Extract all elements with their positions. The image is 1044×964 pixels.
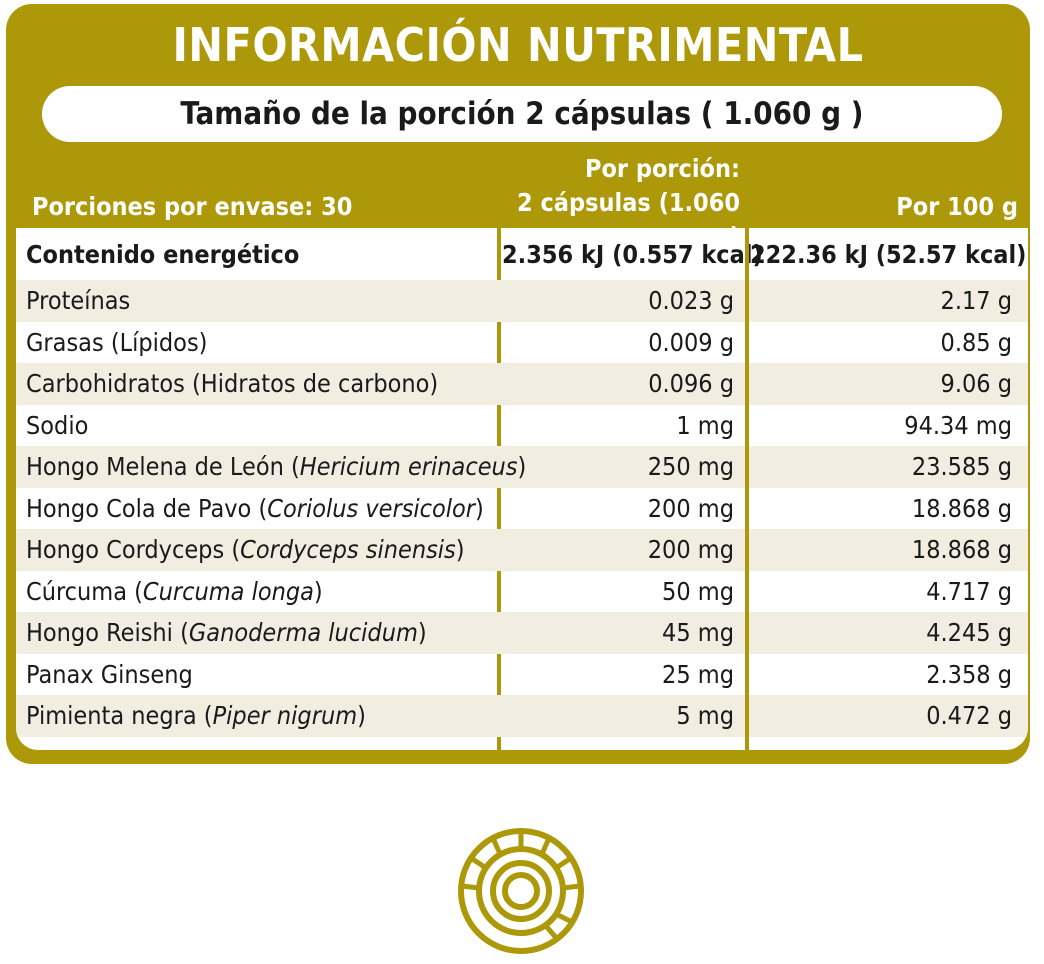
per-serving-header-line1: Por porción: bbox=[584, 154, 740, 183]
scientific-name: Cordyceps sinensis bbox=[240, 535, 456, 565]
serving-size-pill: Tamaño de la porción 2 cápsulas ( 1.060 … bbox=[42, 86, 1002, 142]
nutrient-name: Pimienta negra (Piper nigrum) bbox=[26, 701, 366, 731]
table-row: Contenido energético 2.356 kJ (0.557 kca… bbox=[16, 228, 1028, 280]
nutrient-name: Hongo Reishi (Ganoderma lucidum) bbox=[26, 618, 427, 648]
nutrient-name: Cúrcuma (Curcuma longa) bbox=[26, 576, 323, 606]
per-100g-value: 23.585 g bbox=[911, 452, 1012, 482]
per-100g-value: 2.17 g bbox=[940, 286, 1012, 316]
nutrient-name: Hongo Cordyceps (Cordyceps sinensis) bbox=[26, 535, 465, 565]
capsule-cross-section-icon bbox=[456, 826, 586, 956]
per-100g-value: 4.717 g bbox=[926, 576, 1012, 606]
servings-per-container: Porciones por envase: 30 bbox=[32, 192, 353, 221]
per-serving-value: 25 mg bbox=[662, 659, 734, 689]
nutrient-name: Panax Ginseng bbox=[26, 659, 193, 689]
scientific-name: Ganoderma lucidum bbox=[188, 618, 418, 648]
table-row: Carbohidratos (Hidratos de carbono) 0.09… bbox=[16, 363, 1028, 405]
table-row: Hongo Reishi (Ganoderma lucidum) 45 mg 4… bbox=[16, 612, 1028, 654]
nutrient-name: Sodio bbox=[26, 410, 89, 440]
per-serving-value: 0.009 g bbox=[648, 327, 734, 357]
nutrient-name: Hongo Cola de Pavo (Coriolus versicolor) bbox=[26, 493, 484, 523]
per-100g-header: Por 100 g bbox=[896, 192, 1018, 221]
nutrient-name: Grasas (Lípidos) bbox=[26, 327, 208, 357]
table-row: Hongo Melena de León (Hericium erinaceus… bbox=[16, 446, 1028, 488]
per-100g-value: 2.358 g bbox=[926, 659, 1012, 689]
serving-size-text: Tamaño de la porción 2 cápsulas ( 1.060 … bbox=[180, 96, 864, 132]
per-serving-value: 50 mg bbox=[662, 576, 734, 606]
per-100g-value: 222.36 kJ (52.57 kcal) bbox=[750, 239, 1027, 269]
panel-title: INFORMACIÓN NUTRIMENTAL bbox=[172, 18, 864, 72]
nutrient-name: Hongo Melena de León (Hericium erinaceus… bbox=[26, 452, 527, 482]
table-row: Sodio 1 mg 94.34 mg bbox=[16, 405, 1028, 447]
scientific-name: Curcuma longa bbox=[142, 576, 314, 606]
table-row: Proteínas 0.023 g 2.17 g bbox=[16, 280, 1028, 322]
table-row: Hongo Cordyceps (Cordyceps sinensis) 200… bbox=[16, 529, 1028, 571]
nutrient-name: Contenido energético bbox=[26, 239, 300, 269]
per-serving-value: 0.023 g bbox=[648, 286, 734, 316]
nutrient-name: Proteínas bbox=[26, 286, 131, 316]
per-100g-value: 0.472 g bbox=[926, 701, 1012, 731]
per-100g-value: 18.868 g bbox=[911, 535, 1012, 565]
per-serving-value: 1 mg bbox=[676, 410, 734, 440]
per-serving-value: 0.096 g bbox=[648, 369, 734, 399]
per-100g-value: 18.868 g bbox=[911, 493, 1012, 523]
per-serving-value: 250 mg bbox=[647, 452, 734, 482]
per-serving-value: 200 mg bbox=[647, 535, 734, 565]
nutrition-table: Contenido energético 2.356 kJ (0.557 kca… bbox=[16, 228, 1028, 750]
per-serving-value: 2.356 kJ (0.557 kcal) bbox=[502, 239, 763, 269]
table-row: Hongo Cola de Pavo (Coriolus versicolor)… bbox=[16, 488, 1028, 530]
nutrient-name: Carbohidratos (Hidratos de carbono) bbox=[26, 369, 439, 399]
per-100g-value: 9.06 g bbox=[940, 369, 1012, 399]
per-100g-value: 0.85 g bbox=[940, 327, 1012, 357]
table-row: Grasas (Lípidos) 0.009 g 0.85 g bbox=[16, 322, 1028, 364]
per-100g-value: 4.245 g bbox=[926, 618, 1012, 648]
table-row: Pimienta negra (Piper nigrum) 5 mg 0.472… bbox=[16, 695, 1028, 737]
scientific-name: Piper nigrum bbox=[212, 701, 358, 731]
per-serving-value: 200 mg bbox=[647, 493, 734, 523]
per-100g-value: 94.34 mg bbox=[904, 410, 1012, 440]
table-row: Panax Ginseng 25 mg 2.358 g bbox=[16, 654, 1028, 696]
scientific-name: Hericium erinaceus bbox=[299, 452, 518, 482]
scientific-name: Coriolus versicolor bbox=[267, 493, 476, 523]
table-row: Cúrcuma (Curcuma longa) 50 mg 4.717 g bbox=[16, 571, 1028, 613]
per-serving-value: 5 mg bbox=[676, 701, 734, 731]
per-serving-value: 45 mg bbox=[662, 618, 734, 648]
